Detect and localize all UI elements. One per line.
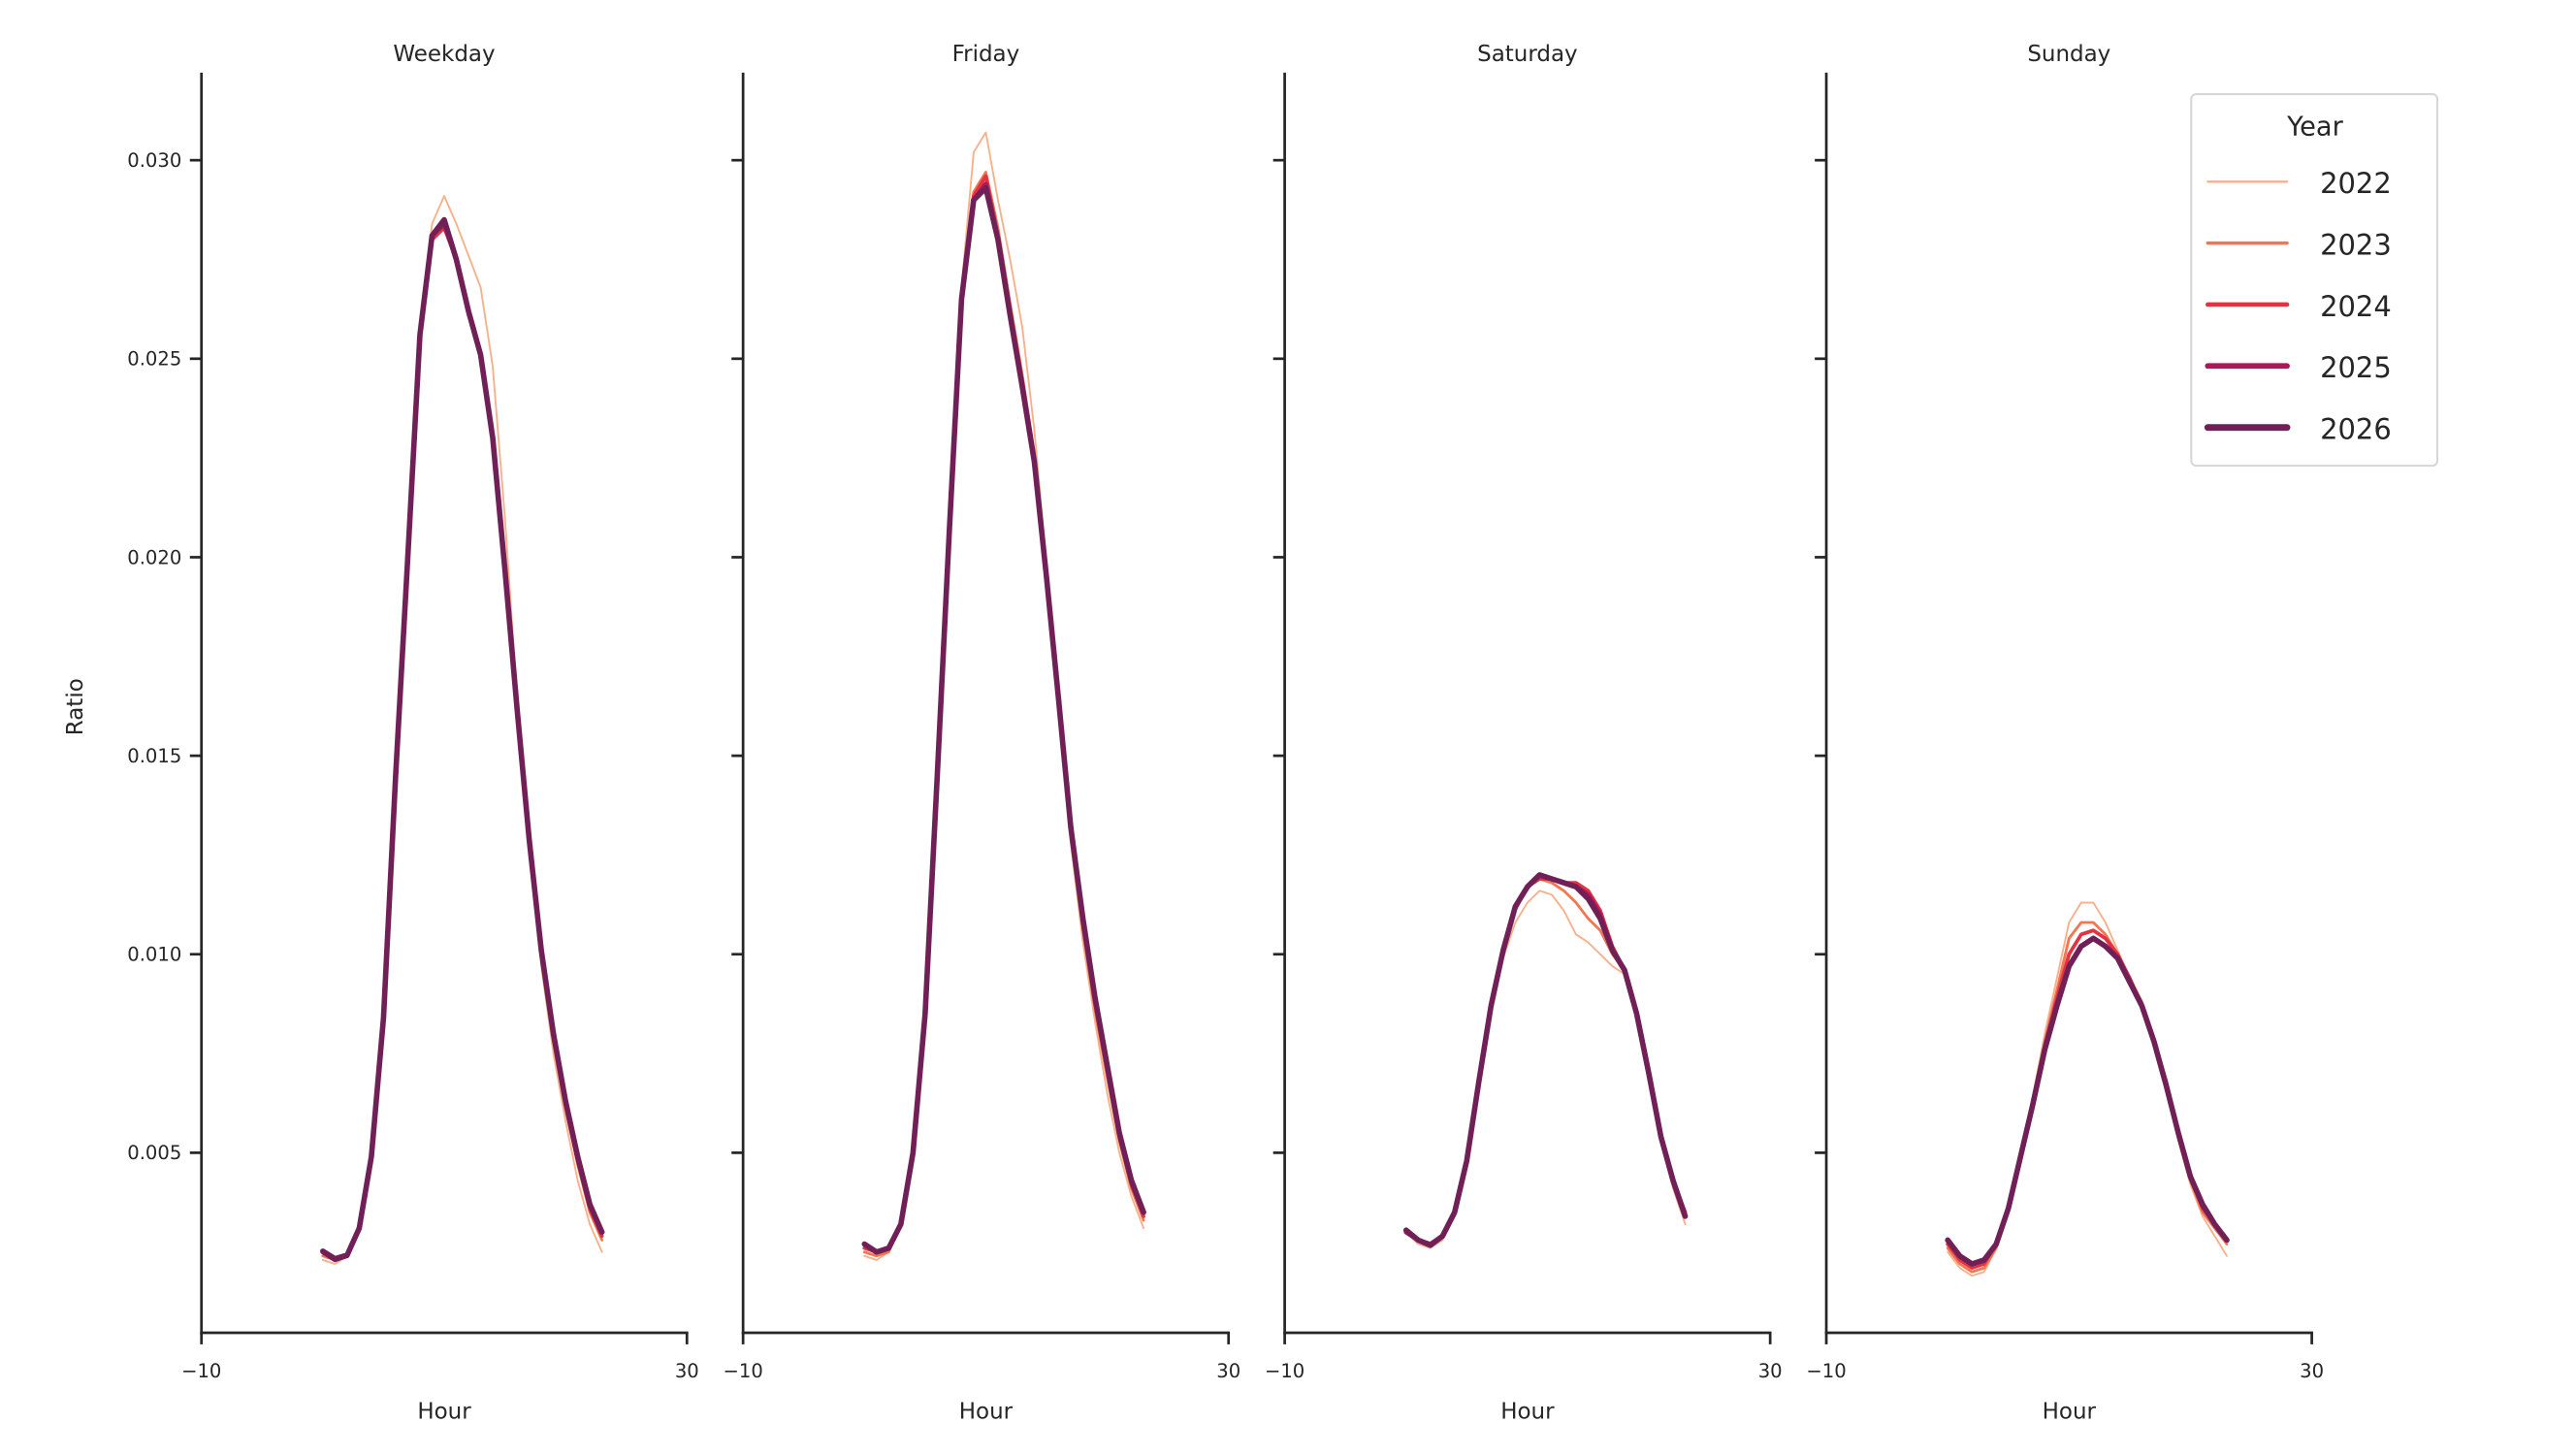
series-line-2025 xyxy=(861,181,1146,1255)
legend-label: 2023 xyxy=(2320,229,2392,262)
x-axis-label: Hour xyxy=(417,1400,471,1425)
series-line-2022 xyxy=(1947,901,2228,1277)
legend-label: 2026 xyxy=(2320,413,2392,446)
series-line-2026 xyxy=(861,185,1146,1255)
x-tick-label: −10 xyxy=(724,1360,763,1382)
x-axis-label: Hour xyxy=(959,1400,1014,1425)
x-tick-label: −10 xyxy=(181,1360,221,1382)
y-tick-label: 0.030 xyxy=(127,149,181,172)
legend: Year 2022 2023 2024 2025 2026 xyxy=(2190,93,2439,468)
series-line-2025 xyxy=(1945,936,2230,1267)
legend-entry-2022: 2022 xyxy=(2206,167,2392,200)
x-axis-label: Hour xyxy=(1500,1400,1555,1425)
series-line-2022 xyxy=(1404,889,1687,1249)
legend-entry-2025: 2025 xyxy=(2205,351,2392,384)
x-tick-label: 30 xyxy=(675,1360,699,1382)
legend-entry-2024: 2024 xyxy=(2206,290,2392,323)
series-line-2023 xyxy=(321,226,604,1262)
legend-entry-2026: 2026 xyxy=(2204,413,2392,446)
panel-weekday: Weekday 0.005 0.010 0.015 0.020 0.025 0.030 −10… xyxy=(63,42,699,1425)
panel-sunday: Sunday −10 30 Hour xyxy=(1806,42,2324,1425)
panel-title: Sunday xyxy=(2027,42,2110,67)
x-tick-label: 30 xyxy=(1216,1360,1240,1382)
legend-entry-2023: 2023 xyxy=(2206,229,2392,262)
y-tick-label: 0.025 xyxy=(127,348,181,371)
series-line-2025 xyxy=(320,221,605,1263)
panels: Weekday 0.005 0.010 0.015 0.020 0.025 0.030 −10… xyxy=(63,42,2324,1425)
panel-saturday: Saturday −10 30 Hour xyxy=(1265,42,1783,1425)
legend-label: 2024 xyxy=(2320,290,2392,323)
legend-title: Year xyxy=(2286,113,2343,143)
x-tick-label: −10 xyxy=(1265,1360,1304,1382)
y-tick-label: 0.010 xyxy=(127,944,181,966)
panel-friday: Friday −10 30 Hour xyxy=(724,42,1241,1425)
series-line-2026 xyxy=(1402,872,1689,1248)
y-tick-label: 0.005 xyxy=(127,1142,181,1164)
panel-title: Friday xyxy=(952,42,1020,67)
y-tick-label: 0.015 xyxy=(127,745,181,767)
legend-frame xyxy=(2190,93,2439,468)
series-line-2022 xyxy=(321,195,603,1265)
series-line-2026 xyxy=(320,216,605,1262)
series-line-2024 xyxy=(862,174,1145,1254)
legend-label: 2022 xyxy=(2320,167,2392,200)
series-line-2023 xyxy=(862,171,1145,1258)
series-line-2023 xyxy=(1404,877,1687,1245)
series-line-2024 xyxy=(320,225,604,1262)
panel-title: Saturday xyxy=(1477,42,1578,67)
series-line-2024 xyxy=(1946,928,2229,1270)
x-tick-label: 30 xyxy=(2300,1360,2324,1382)
series-line-2026 xyxy=(1945,935,2230,1267)
x-tick-label: 30 xyxy=(1758,1360,1783,1382)
series-line-2022 xyxy=(863,131,1145,1261)
series-line-2023 xyxy=(1946,921,2229,1274)
series-line-2024 xyxy=(1403,877,1688,1246)
x-axis-label: Hour xyxy=(2043,1400,2097,1425)
legend-label: 2025 xyxy=(2320,351,2392,384)
y-axis-label: Ratio xyxy=(63,678,88,735)
y-tick-label: 0.020 xyxy=(127,546,181,568)
x-tick-label: −10 xyxy=(1806,1360,1846,1382)
panel-title: Weekday xyxy=(393,42,495,67)
